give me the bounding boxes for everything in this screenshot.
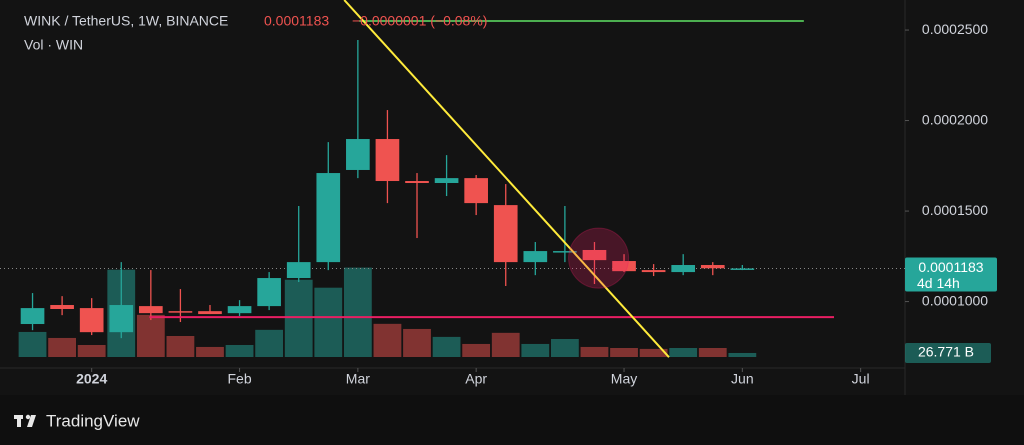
last-price-label: 0.0001183 <box>918 259 983 275</box>
volume-bar <box>432 336 461 357</box>
volume-bar <box>314 287 343 357</box>
candle-body <box>257 278 281 307</box>
candle-body <box>553 251 577 253</box>
x-tick-label: 2024 <box>76 371 107 387</box>
volume-bar <box>728 352 757 357</box>
candle-body <box>612 261 636 272</box>
volume-bar <box>491 332 520 357</box>
volume-bar <box>255 329 284 357</box>
last-price: 0.0001183 <box>264 13 329 29</box>
volume-bar <box>136 314 165 357</box>
volume-bar <box>610 348 638 357</box>
trend-line <box>343 0 670 358</box>
volume-bar <box>373 323 402 357</box>
volume-bar <box>284 279 313 357</box>
volume-bar <box>580 346 609 357</box>
candle-body <box>79 308 104 333</box>
plot-area <box>0 0 905 358</box>
volume-bar <box>403 328 431 357</box>
candle-body <box>316 173 341 263</box>
candle-body <box>730 268 755 270</box>
candle-body <box>198 311 222 315</box>
y-tick-label: 0.0001500 <box>922 202 988 218</box>
volume-bar <box>196 346 224 357</box>
chart-pane <box>0 0 1024 395</box>
last-price-box <box>905 257 997 292</box>
highlight-circle <box>568 227 630 289</box>
volume-bar <box>521 343 550 357</box>
candle-body <box>50 305 74 309</box>
brand-name: TradingView <box>46 411 140 430</box>
price-change: −0.0000001 (−0.08%) <box>352 13 487 29</box>
candle-body <box>641 270 666 273</box>
x-tick-label: May <box>611 371 637 387</box>
candle-body <box>671 265 696 273</box>
candle-body <box>168 311 193 313</box>
chart-title: WINK / TetherUS, 1W, BINANCE <box>24 13 228 29</box>
candle-body <box>227 306 252 314</box>
volume-label: 26.771 B <box>918 344 974 360</box>
candle-body <box>582 249 607 261</box>
x-tick-label: Jun <box>731 371 754 387</box>
candle-body <box>493 205 518 263</box>
volume-bar <box>550 339 579 357</box>
candle-body <box>700 265 725 269</box>
overlay: WINK / TetherUS, 1W, BINANCE 0.0001183 −… <box>14 13 487 430</box>
volume-bar <box>18 331 47 357</box>
candle-body <box>139 306 163 314</box>
volume-bar <box>343 267 372 357</box>
y-tick-label: 0.0002500 <box>922 21 988 37</box>
candle-body <box>434 178 459 184</box>
candle-body <box>523 251 548 263</box>
volume-title: Vol · WIN <box>24 37 83 53</box>
x-tick-label: Jul <box>852 371 870 387</box>
x-tick-label: Apr <box>465 371 487 387</box>
volume-bar <box>698 348 727 357</box>
brand-logo <box>14 414 36 427</box>
candle-body <box>375 139 400 182</box>
candle-body <box>109 305 134 333</box>
countdown: 4d 14h <box>917 275 960 291</box>
y-tick-label: 0.0002000 <box>922 111 988 127</box>
candle-body <box>346 139 370 170</box>
x-tick-label: Mar <box>346 371 370 387</box>
candle-body <box>20 308 45 325</box>
y-tick-label: 0.0001000 <box>922 292 988 308</box>
candle-body <box>405 181 429 184</box>
volume-bar <box>639 348 668 357</box>
volume-bar <box>669 348 698 357</box>
x-tick-label: Feb <box>227 371 251 387</box>
volume-bar <box>48 337 77 357</box>
volume-bar <box>225 345 254 357</box>
candle-body <box>286 262 311 279</box>
volume-bar <box>166 336 195 357</box>
candle-body <box>464 178 488 204</box>
volume-box <box>905 342 991 363</box>
volume-bar <box>77 345 106 357</box>
volume-bar <box>462 343 491 357</box>
